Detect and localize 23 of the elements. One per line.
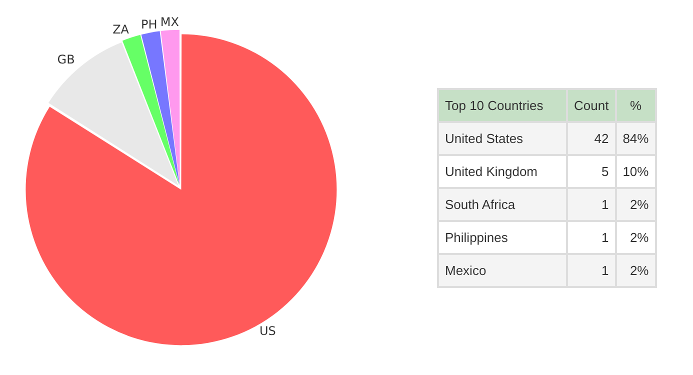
slice-label: MX [160,14,179,29]
slice-label: US [259,324,276,338]
category-label: United States [438,122,567,155]
category-label: Mexico [438,254,567,287]
category-label: Philippines [438,221,567,254]
text: 2% [616,221,656,254]
category-label: South Africa [438,188,567,221]
slice-label: GB [57,52,75,66]
text: Top 10 Countries [438,89,567,122]
data-label: 1 [567,254,616,287]
text: 2% [616,188,656,221]
text: 10% [616,155,656,188]
text: 2% [616,254,656,287]
category-label: United Kingdom [438,155,567,188]
slice-label: ZA [112,22,130,37]
text: % [616,89,656,122]
data-label: 1 [567,221,616,254]
text: Count [567,89,616,122]
text: 84% [616,122,656,155]
slice-label: PH [140,18,158,32]
data-label: 5 [567,155,616,188]
data-label: 42 [567,122,616,155]
data-label: 1 [567,188,616,221]
